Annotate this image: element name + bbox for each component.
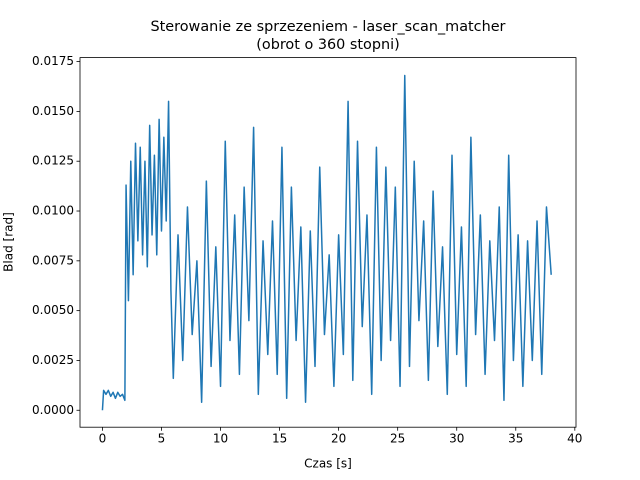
plot-frame — [79, 57, 577, 428]
y-axis-label: Blad [rad] — [2, 212, 16, 272]
x-tick-label: 10 — [213, 432, 228, 446]
x-tick-label: 25 — [390, 432, 405, 446]
y-tick-label: 0.0125 — [32, 154, 74, 168]
data-line — [101, 74, 552, 411]
y-tick-label: 0.0175 — [32, 54, 74, 68]
x-tick-label: 15 — [272, 432, 287, 446]
x-axis-label: Czas [s] — [304, 457, 352, 471]
y-tick-label: 0.0050 — [32, 303, 74, 317]
x-tick-label: 0 — [99, 432, 107, 446]
y-tick-label: 0.0100 — [32, 204, 74, 218]
x-tick-label: 5 — [158, 432, 166, 446]
y-tick-label: 0.0150 — [32, 104, 74, 118]
x-tick-label: 35 — [508, 432, 523, 446]
x-tick-label: 30 — [449, 432, 464, 446]
x-tick-label: 40 — [567, 432, 582, 446]
x-tick-label: 20 — [331, 432, 346, 446]
chart-subtitle: (obrot o 360 stopni) — [256, 37, 399, 53]
y-tick-label: 0.0025 — [32, 353, 74, 367]
y-tick-label: 0.0000 — [32, 403, 74, 417]
y-tick-label: 0.0075 — [32, 253, 74, 267]
chart-title: Sterowanie ze sprzezeniem - laser_scan_m… — [151, 19, 506, 35]
